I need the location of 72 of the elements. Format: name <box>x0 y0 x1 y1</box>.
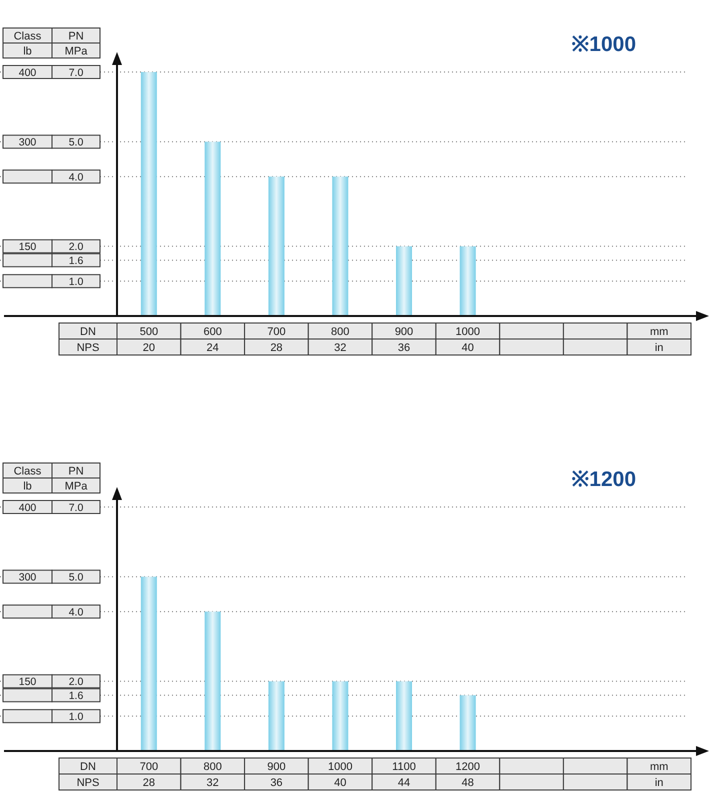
x2-tick-label: 28 <box>142 776 156 789</box>
x-tick-label: 700 <box>140 760 158 773</box>
y-tick-label: 2.0 <box>68 241 84 254</box>
y2-tick-label: 400 <box>18 66 36 79</box>
x-tick-label: 1200 <box>456 760 480 773</box>
y-tick-label: 2.0 <box>68 676 84 688</box>
x2-tick-label: 32 <box>206 776 219 789</box>
y2-axis-title: Class <box>14 30 42 42</box>
x-axis-title: DN <box>80 760 96 773</box>
bar <box>204 612 221 751</box>
y-tick-label: 1.6 <box>68 255 84 268</box>
bar <box>332 176 348 316</box>
y-tick-label: 5.0 <box>68 571 84 584</box>
x2-axis-title: NPS <box>76 342 100 354</box>
x-tick-label: 700 <box>267 326 286 338</box>
y-tick-label: 1.0 <box>68 710 84 723</box>
y-axis-title: PN <box>68 465 84 478</box>
x2-axis-title: NPS <box>76 776 100 789</box>
text: in <box>654 342 664 354</box>
chart-title: ※1000 <box>571 33 636 56</box>
x-tick-label: 1000 <box>328 760 352 773</box>
text: lb <box>23 480 32 492</box>
x-tick-label: 600 <box>203 326 222 338</box>
x-tick-label: 800 <box>331 326 350 338</box>
x-tick-label: 900 <box>394 326 414 338</box>
text: lb <box>23 45 32 58</box>
bar <box>140 576 157 751</box>
x2-tick-label: 32 <box>334 342 346 354</box>
text: MPa <box>64 480 88 492</box>
text: in <box>654 776 664 789</box>
bar <box>332 681 348 751</box>
y-tick-label: 5.0 <box>68 136 84 148</box>
x2-tick-label: 36 <box>398 342 410 354</box>
x2-tick-label: 44 <box>398 776 410 789</box>
y2-tick-label: 400 <box>18 502 36 514</box>
text: mm <box>650 326 668 338</box>
bar <box>396 681 412 751</box>
bar <box>460 246 476 316</box>
bar <box>460 695 476 751</box>
y2-axis-title: Class <box>14 465 42 478</box>
text: MPa <box>64 45 88 58</box>
x2-tick-label: 48 <box>462 776 474 789</box>
y2-tick-label: 150 <box>18 676 36 688</box>
bar <box>140 72 157 316</box>
x-tick-label: 500 <box>140 326 158 338</box>
x-tick-label: 1100 <box>392 760 416 773</box>
bar <box>268 176 284 316</box>
y-axis-title: PN <box>68 30 84 42</box>
y-tick-label: 7.0 <box>68 502 84 514</box>
y2-tick-label: 300 <box>18 571 36 584</box>
y-tick-label: 1.0 <box>68 276 84 288</box>
bar <box>204 142 221 316</box>
x2-tick-label: 20 <box>142 342 156 354</box>
y-tick-label: 1.6 <box>68 690 84 702</box>
x2-tick-label: 28 <box>270 342 283 354</box>
x-tick-label: 900 <box>267 760 286 773</box>
y-tick-label: 4.0 <box>68 171 84 184</box>
y-tick-label: 7.0 <box>68 66 84 79</box>
bar <box>396 246 412 316</box>
bar <box>268 681 284 751</box>
chart-title: ※1200 <box>571 468 636 491</box>
x-tick-label: 800 <box>203 760 222 773</box>
x2-tick-label: 40 <box>334 776 346 789</box>
x-tick-label: 1000 <box>456 326 480 338</box>
y-tick-label: 4.0 <box>68 606 84 618</box>
x2-tick-label: 24 <box>206 342 219 354</box>
x2-tick-label: 40 <box>462 342 474 354</box>
x2-tick-label: 36 <box>270 776 283 789</box>
y2-tick-label: 150 <box>18 241 36 254</box>
text: mm <box>650 760 668 773</box>
x-axis-title: DN <box>80 326 96 338</box>
y2-tick-label: 300 <box>18 136 36 148</box>
